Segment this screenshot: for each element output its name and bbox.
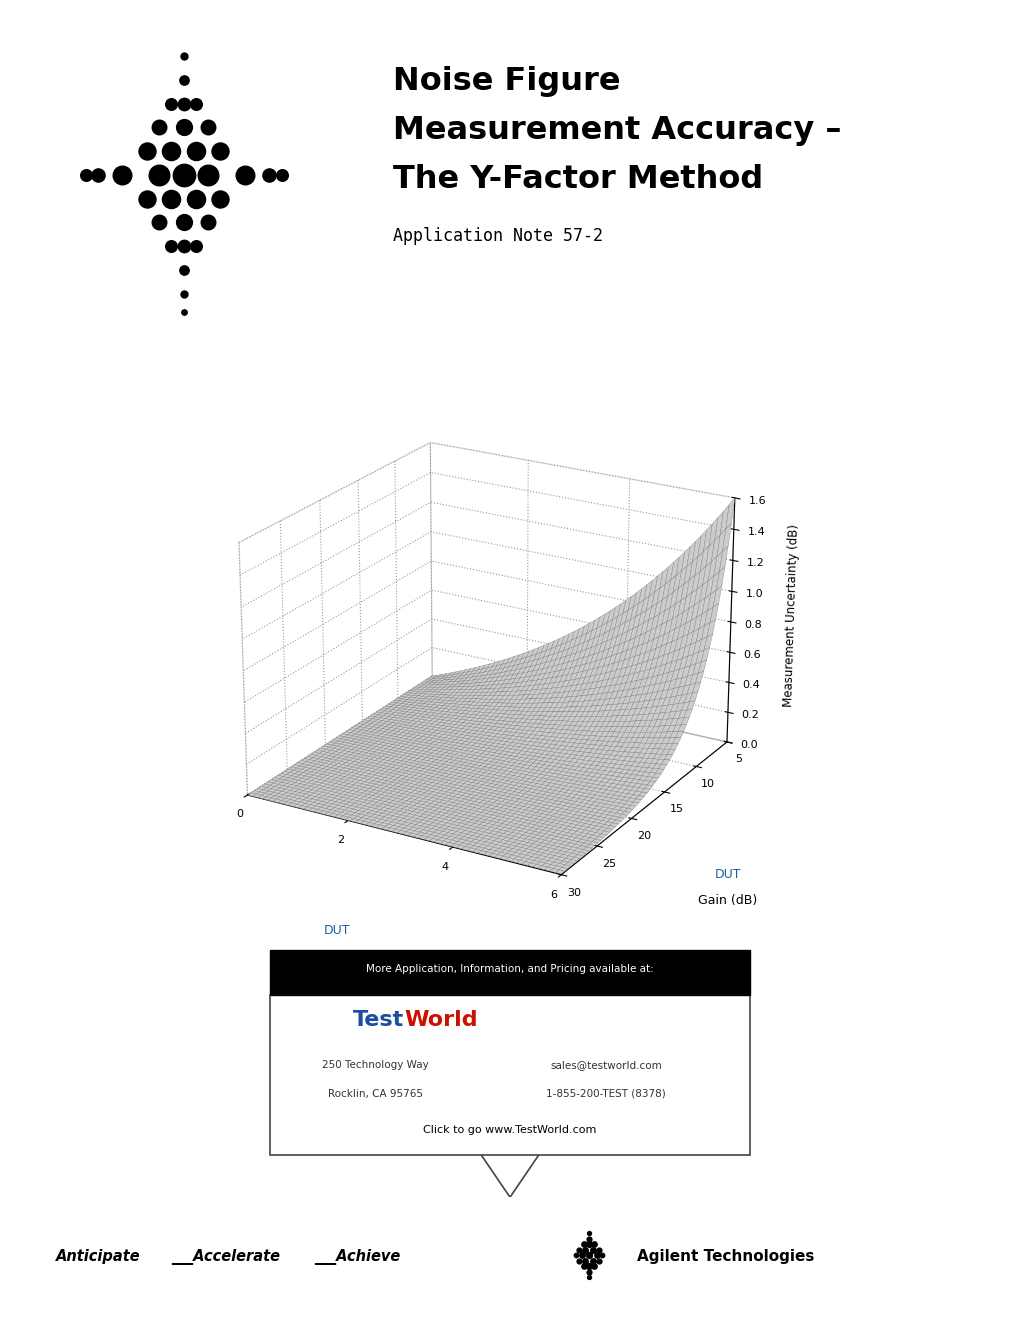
Point	[175, 165, 192, 186]
Point	[139, 141, 155, 162]
Point	[187, 235, 204, 256]
Point	[175, 259, 192, 281]
Point	[175, 117, 192, 139]
Point	[236, 165, 253, 186]
Point	[90, 165, 106, 186]
Text: Test: Test	[353, 1010, 405, 1030]
Text: 250 Technology Way: 250 Technology Way	[322, 1060, 429, 1071]
Point	[585, 1234, 601, 1255]
Point	[593, 1245, 609, 1266]
Point	[581, 1267, 597, 1288]
Point	[175, 301, 192, 322]
Point	[576, 1234, 592, 1255]
Point	[585, 1239, 601, 1261]
Point	[576, 1255, 592, 1276]
Point	[576, 1239, 592, 1261]
Text: More Application, Information, and Pricing available at:: More Application, Information, and Prici…	[366, 964, 653, 974]
Point	[581, 1222, 597, 1243]
Point	[175, 235, 192, 256]
Point	[212, 189, 228, 210]
Text: sales@testworld.com: sales@testworld.com	[549, 1060, 661, 1071]
Point	[590, 1239, 606, 1261]
Point	[175, 213, 192, 234]
Point	[571, 1250, 587, 1271]
Point	[187, 94, 204, 115]
Point	[273, 165, 289, 186]
Point	[588, 1245, 604, 1266]
Point	[261, 165, 277, 186]
Text: The Y-Factor Method: The Y-Factor Method	[392, 164, 762, 194]
Point	[163, 94, 179, 115]
Point	[151, 165, 167, 186]
Text: Agilent Technologies: Agilent Technologies	[637, 1249, 814, 1265]
Point	[163, 189, 179, 210]
FancyBboxPatch shape	[270, 950, 749, 995]
Point	[571, 1239, 587, 1261]
Point	[581, 1255, 597, 1276]
Point	[175, 284, 192, 305]
Text: ___Achieve: ___Achieve	[314, 1249, 400, 1265]
Point	[585, 1250, 601, 1271]
Point	[114, 165, 130, 186]
Point	[568, 1245, 584, 1266]
Point	[77, 165, 94, 186]
Text: Anticipate: Anticipate	[56, 1249, 141, 1265]
Point	[151, 117, 167, 139]
FancyBboxPatch shape	[270, 995, 749, 1155]
Point	[163, 235, 179, 256]
Point	[581, 1262, 597, 1283]
Text: ___Accelerate: ___Accelerate	[171, 1249, 280, 1265]
Point	[200, 117, 216, 139]
Point	[581, 1245, 597, 1266]
Text: Rocklin, CA 95765: Rocklin, CA 95765	[328, 1089, 423, 1098]
Point	[212, 141, 228, 162]
Point	[175, 94, 192, 115]
Point	[581, 1228, 597, 1249]
Point	[576, 1250, 592, 1271]
Point	[139, 189, 155, 210]
Polygon shape	[481, 1155, 538, 1197]
Point	[581, 1234, 597, 1255]
Text: Noise Figure: Noise Figure	[392, 66, 620, 96]
Point	[151, 213, 167, 234]
Point	[200, 213, 216, 234]
Point	[187, 189, 204, 210]
Text: World: World	[405, 1010, 478, 1030]
Text: 1-855-200-TEST (8378): 1-855-200-TEST (8378)	[545, 1089, 665, 1098]
Text: Click to go www.TestWorld.com: Click to go www.TestWorld.com	[423, 1126, 596, 1135]
Text: Application Note 57-2: Application Note 57-2	[392, 227, 602, 246]
Point	[585, 1255, 601, 1276]
Text: Measurement Accuracy –: Measurement Accuracy –	[392, 115, 841, 145]
Point	[175, 70, 192, 91]
Point	[590, 1250, 606, 1271]
Point	[175, 46, 192, 67]
Point	[187, 141, 204, 162]
Point	[200, 165, 216, 186]
Point	[573, 1245, 589, 1266]
Point	[163, 141, 179, 162]
